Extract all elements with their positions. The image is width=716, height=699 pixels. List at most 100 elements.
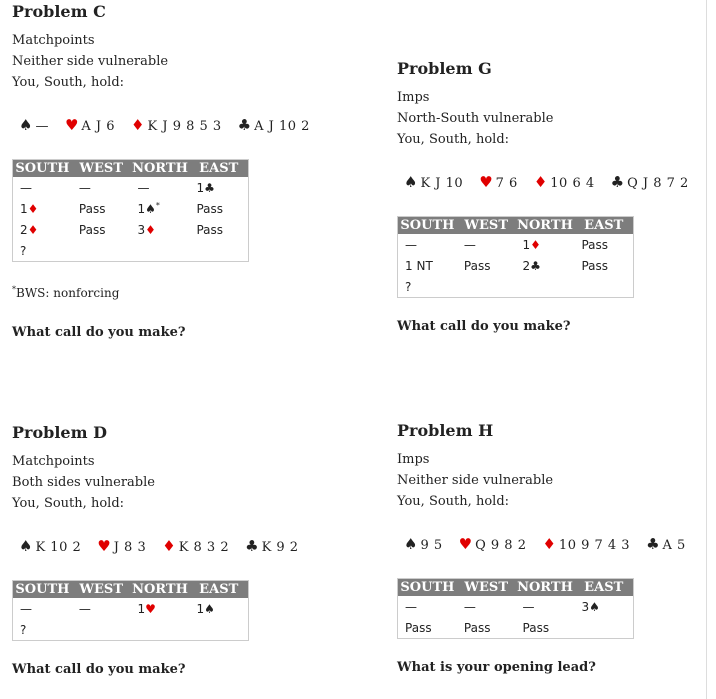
suit-holding: ♥ 7 6 (479, 173, 518, 191)
problem: Problem G Imps North-South vulnerable You, … (397, 57, 697, 337)
condition: Neither side vulnerable (12, 54, 169, 69)
suit-symbol: ♠ (19, 116, 33, 134)
cards: 10 9 7 4 3 (558, 538, 631, 553)
call: — (405, 237, 417, 252)
cards: K J 9 8 5 3 (147, 119, 222, 134)
suit-symbol: ♥ (97, 537, 111, 555)
call: ? (20, 243, 27, 258)
auction-row: Pass Pass Pass (398, 617, 634, 639)
call: 3♠ (581, 599, 600, 614)
cards: A 5 (662, 538, 686, 553)
suit-symbol: ♣ (237, 116, 252, 134)
suit-holding: ♥ J 8 3 (97, 537, 147, 555)
auction-row: ? (13, 619, 249, 641)
header-row: SOUTH WEST NORTH EAST (12, 159, 249, 177)
condition: You, South, hold: (12, 75, 125, 90)
suit-holding: ♣ K 9 2 (245, 537, 298, 555)
header-row: SOUTH WEST NORTH EAST (12, 580, 249, 598)
call: 1 NT (405, 258, 433, 273)
auction-row: — — 1♥ 1♠ (13, 598, 249, 619)
condition: Matchpoints (12, 33, 95, 48)
call: Pass (196, 201, 224, 216)
hand: ♠ — ♥ A J 6 ♦ K J 9 8 5 3 ♣ A J 10 2 (19, 115, 312, 137)
call (574, 276, 633, 298)
call: 1♦ (522, 237, 541, 252)
condition: You, South, hold: (397, 494, 510, 509)
call (131, 619, 190, 641)
call (574, 617, 633, 639)
column-header: SOUTH (12, 580, 72, 598)
call: Pass (78, 201, 106, 216)
call: — (137, 180, 150, 195)
suit-holding: ♥ Q 9 8 2 (458, 535, 527, 553)
call: 3♦ (137, 222, 156, 237)
call: 2♦ (20, 222, 39, 237)
cards: 9 5 (420, 538, 443, 553)
call: — (463, 237, 476, 252)
cards: J 8 3 (113, 540, 147, 555)
call: Pass (522, 620, 550, 635)
problem: Problem H Imps Neither side vulnerable You,… (397, 419, 697, 678)
suit-holding: ♠ 9 5 (404, 535, 443, 553)
question: What is your opening lead? (397, 660, 596, 675)
suit-symbol: ♥ (145, 601, 156, 616)
footnote: *BWS: nonforcing (12, 285, 120, 300)
condition: Both sides vulnerable (12, 475, 155, 490)
footnote-mark: * (155, 201, 160, 210)
column-header: EAST (574, 578, 634, 596)
call: 1♥ (137, 601, 156, 616)
call (131, 240, 190, 262)
cards: A J 6 (81, 119, 116, 134)
column-header: EAST (574, 216, 634, 234)
call: 1♦ (20, 201, 39, 216)
call: — (78, 180, 91, 195)
hand: ♠ 9 5 ♥ Q 9 8 2 ♦ 10 9 7 4 3 ♣ A 5 (404, 534, 697, 556)
suit-holding: ♣ A 5 (646, 535, 686, 553)
condition: Imps (397, 452, 430, 467)
condition: You, South, hold: (12, 496, 125, 511)
question: What call do you make? (12, 662, 186, 677)
problem-title: Problem C (12, 2, 106, 21)
condition: North-South vulnerable (397, 111, 554, 126)
column-header: NORTH (130, 159, 190, 177)
suit-symbol: ♦ (530, 237, 541, 252)
call: — (463, 599, 476, 614)
call (72, 619, 131, 641)
column-header: NORTH (130, 580, 190, 598)
column-header: SOUTH (397, 216, 457, 234)
auction-table: SOUTH WEST NORTH EAST — — 1♥ 1♠? (12, 580, 249, 641)
suit-symbol: ♦ (27, 201, 39, 216)
footnote-mark: * (12, 285, 16, 294)
column-header: WEST (71, 580, 131, 598)
condition: Imps (397, 90, 430, 105)
call (516, 276, 575, 298)
suit-symbol: ♣ (245, 537, 259, 555)
suit-holding: ♦ 10 9 7 4 3 (542, 535, 631, 553)
column-header: WEST (71, 159, 131, 177)
suit-symbol: ♥ (64, 116, 79, 134)
suit-holding: ♦ 10 6 4 (533, 173, 595, 191)
call: 2♣ (522, 258, 541, 273)
header-row: SOUTH WEST NORTH EAST (397, 216, 634, 234)
hand: ♠ K 10 2 ♥ J 8 3 ♦ K 8 3 2 ♣ K 9 2 (19, 536, 312, 558)
cards: — (35, 119, 49, 134)
suit-holding: ♦ K J 9 8 5 3 (131, 116, 222, 134)
column-header: EAST (189, 159, 249, 177)
column-header: SOUTH (12, 159, 72, 177)
suit-symbol: ♥ (458, 535, 473, 553)
suit-holding: ♦ K 8 3 2 (162, 537, 229, 555)
suit-symbol: ♦ (533, 173, 548, 191)
call: Pass (581, 258, 609, 273)
column-header: SOUTH (397, 578, 457, 596)
suit-symbol: ♣ (610, 173, 625, 191)
call: Pass (463, 620, 491, 635)
divider (706, 0, 707, 699)
suit-symbol: ♥ (479, 173, 493, 191)
auction-table: SOUTH WEST NORTH EAST — — — 3♠ Pass Pass Pass (397, 578, 634, 639)
call: — (405, 599, 417, 614)
auction-row: 1 NT Pass 2♣ Pass (398, 255, 634, 276)
call (189, 240, 248, 262)
suit-holding: ♠ — (19, 116, 49, 134)
auction-row: ? (398, 276, 634, 298)
